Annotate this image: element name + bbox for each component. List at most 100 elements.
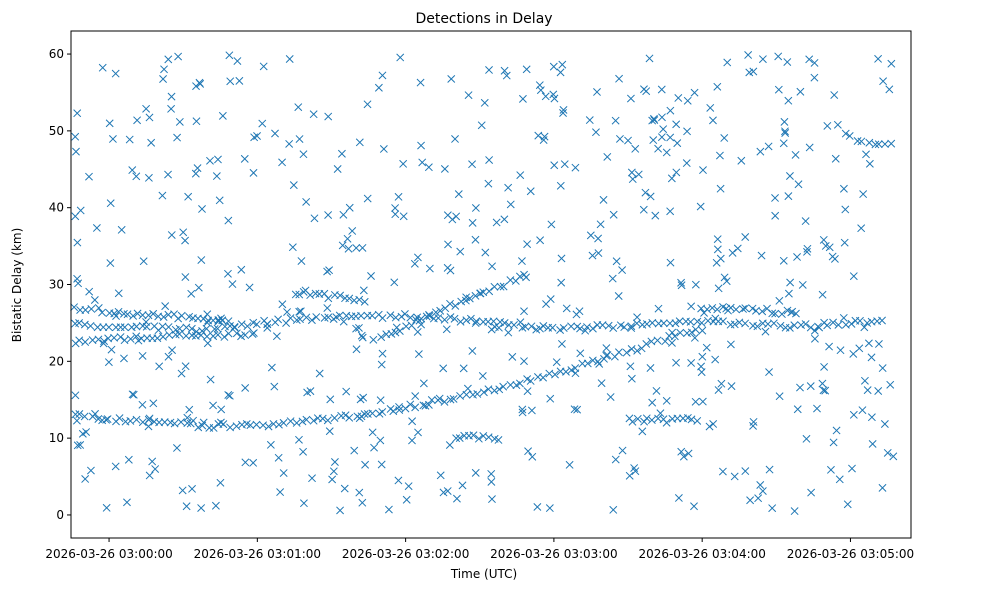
- data-point-marker: [648, 318, 657, 327]
- data-point-marker: [830, 91, 839, 99]
- data-point-marker: [147, 138, 156, 147]
- data-point-marker: [138, 418, 147, 427]
- data-point-marker: [684, 449, 693, 458]
- data-point-marker: [237, 320, 246, 329]
- data-point-marker: [224, 329, 233, 338]
- data-point-marker: [98, 63, 107, 72]
- data-point-marker: [506, 200, 515, 209]
- data-point-marker: [340, 484, 349, 493]
- data-point-marker: [570, 405, 579, 414]
- data-point-marker: [526, 187, 535, 196]
- data-point-marker: [749, 421, 757, 430]
- data-point-marker: [397, 312, 406, 321]
- data-point-marker: [224, 269, 232, 278]
- data-point-marker: [285, 139, 294, 148]
- data-point-marker: [673, 139, 682, 148]
- data-point-marker: [690, 88, 699, 97]
- data-point-marker: [399, 212, 408, 221]
- data-point-marker: [376, 436, 385, 445]
- y-tick-label: 0: [56, 508, 64, 522]
- data-point-marker: [336, 506, 345, 515]
- x-axis-ticks: 2026-03-26 03:00:00 2026-03-26 03:01:00 20…: [45, 538, 914, 561]
- data-point-marker: [414, 350, 423, 359]
- data-point-marker: [377, 460, 386, 469]
- data-point-marker: [657, 85, 666, 94]
- data-point-marker: [476, 289, 485, 298]
- data-point-marker: [406, 400, 415, 409]
- data-point-marker: [764, 142, 773, 151]
- data-point-marker: [278, 158, 287, 167]
- data-point-marker: [189, 416, 198, 425]
- data-point-marker: [298, 417, 307, 426]
- data-point-marker: [724, 306, 732, 315]
- data-point-marker: [793, 253, 802, 261]
- data-point-marker: [645, 54, 654, 63]
- data-point-marker: [654, 304, 663, 313]
- data-point-marker: [132, 172, 141, 181]
- data-point-marker: [628, 417, 637, 426]
- data-point-marker: [567, 366, 576, 375]
- data-point-marker: [243, 322, 252, 331]
- data-point-marker: [713, 245, 722, 254]
- data-point-marker: [309, 416, 318, 425]
- data-point-marker: [819, 235, 828, 244]
- data-point-marker: [172, 444, 181, 452]
- data-point-marker: [379, 144, 388, 153]
- data-point-marker: [114, 307, 123, 316]
- data-point-marker: [318, 414, 327, 423]
- data-point-marker: [611, 455, 620, 464]
- data-point-marker: [142, 318, 151, 326]
- data-point-marker: [427, 396, 436, 404]
- data-point-marker: [879, 77, 888, 86]
- data-point-marker: [337, 149, 346, 158]
- data-point-marker: [856, 316, 864, 325]
- data-point-marker: [810, 58, 819, 67]
- data-point-marker: [354, 323, 363, 332]
- data-point-marker: [638, 427, 647, 436]
- data-point-marker: [266, 440, 275, 449]
- data-point-marker: [518, 408, 527, 417]
- data-point-marker: [374, 83, 383, 92]
- data-point-marker: [446, 299, 454, 308]
- data-point-marker: [164, 55, 173, 64]
- data-point-marker: [106, 259, 115, 268]
- data-point-marker: [650, 116, 659, 125]
- data-point-marker: [263, 320, 272, 329]
- data-point-marker: [85, 287, 94, 296]
- data-point-marker: [418, 158, 427, 167]
- data-point-marker: [276, 488, 285, 497]
- data-point-marker: [402, 495, 411, 504]
- data-point-marker: [576, 324, 584, 333]
- data-point-marker: [283, 308, 292, 317]
- data-point-marker: [328, 475, 337, 484]
- data-point-marker: [748, 304, 757, 313]
- data-point-marker: [487, 469, 496, 478]
- data-point-marker: [416, 78, 425, 87]
- data-point-marker: [479, 388, 488, 397]
- data-point-marker: [516, 171, 525, 180]
- data-point-marker: [170, 419, 179, 428]
- data-point-marker: [415, 316, 424, 325]
- data-point-marker: [377, 360, 386, 369]
- data-point-marker: [213, 330, 222, 339]
- data-point-marker: [215, 196, 224, 205]
- data-point-marker: [159, 332, 167, 341]
- data-point-marker: [173, 133, 182, 142]
- data-point-marker: [138, 311, 147, 320]
- data-point-marker: [249, 168, 258, 177]
- data-point-marker: [165, 331, 174, 339]
- data-point-marker: [810, 326, 819, 335]
- data-point-marker: [148, 457, 157, 466]
- data-point-marker: [75, 319, 84, 327]
- data-point-marker: [116, 333, 125, 342]
- data-point-marker: [440, 164, 449, 173]
- data-point-marker: [358, 498, 367, 507]
- data-point-marker: [716, 184, 725, 193]
- data-point-marker: [286, 314, 295, 323]
- data-point-marker: [73, 109, 82, 118]
- data-point-marker: [665, 319, 674, 328]
- data-point-marker: [771, 211, 780, 220]
- data-point-marker: [609, 324, 618, 332]
- data-point-marker: [674, 93, 683, 102]
- data-point-marker: [690, 502, 698, 511]
